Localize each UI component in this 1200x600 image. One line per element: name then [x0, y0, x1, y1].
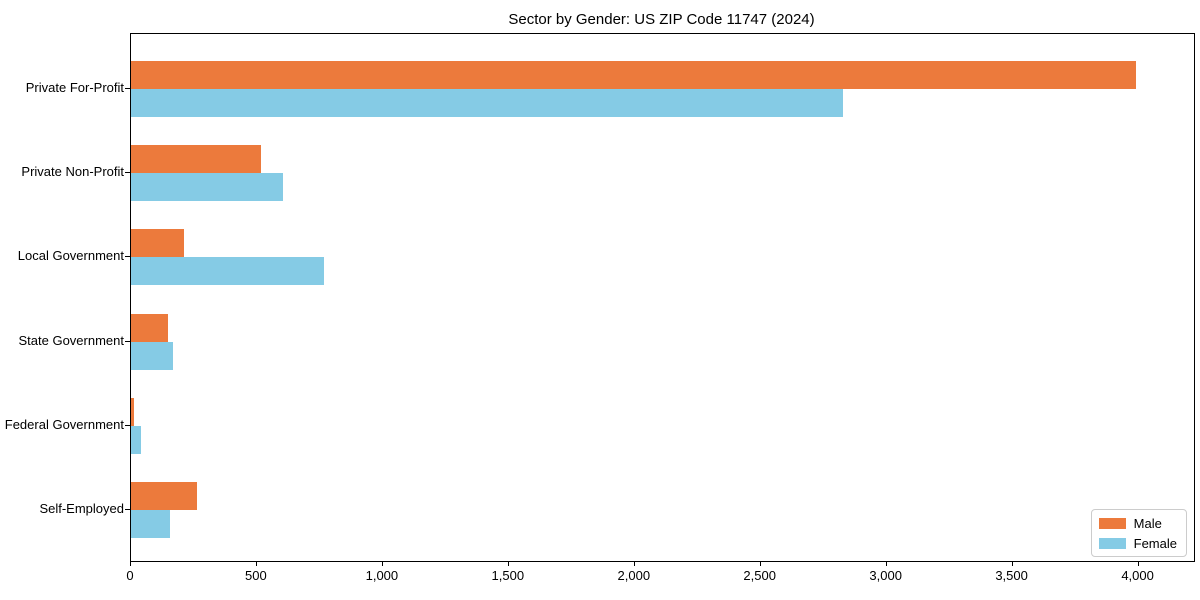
legend-label-female: Female [1133, 535, 1177, 551]
y-tick-mark-private-for-profit [125, 88, 130, 89]
x-tick-label-3-500: 3,500 [995, 568, 1028, 583]
x-tick-mark-500 [255, 561, 257, 566]
bar-female-local-government [131, 257, 324, 286]
y-tick-label-federal-government: Federal Government [4, 416, 124, 432]
y-tick-mark-federal-government [125, 424, 130, 426]
y-tick-label-private-for-profit: Private For-Profit [25, 80, 124, 95]
bar-male-private-for-profit [131, 61, 1137, 89]
x-tick-label-0: 0 [126, 568, 134, 583]
bar-female-self-employed [131, 510, 170, 538]
chart-title: Sector by Gender: US ZIP Code 11747 (202… [508, 11, 815, 28]
y-tick-label-self-employed: Self-Employed [39, 501, 124, 516]
x-tick-label-2-000: 2,000 [617, 568, 651, 583]
y-tick-label-private-non-profit: Private Non-Profit [21, 164, 124, 180]
bar-male-self-employed [131, 482, 197, 510]
x-tick-label-4-000: 4,000 [1121, 568, 1154, 583]
bar-female-private-for-profit [131, 89, 843, 117]
plot-area: Male Female [130, 33, 1195, 562]
y-tick-mark-state-government [125, 340, 130, 342]
legend-entry-male: Male [1098, 515, 1177, 531]
y-tick-mark-local-government [125, 256, 130, 258]
bar-male-state-government [131, 313, 168, 342]
x-tick-mark-4-000 [1137, 561, 1139, 566]
y-tick-mark-self-employed [125, 509, 130, 510]
legend-entry-female: Female [1098, 535, 1177, 551]
bar-male-federal-government [131, 397, 134, 426]
x-tick-label-1-500: 1,500 [491, 568, 525, 583]
bar-male-local-government [131, 229, 184, 258]
x-tick-label-3-000: 3,000 [869, 568, 902, 583]
x-tick-label-1-000: 1,000 [365, 568, 399, 583]
y-tick-label-state-government: State Government [18, 332, 125, 348]
y-tick-mark-private-non-profit [125, 172, 130, 174]
y-tick-label-local-government: Local Government [17, 248, 124, 264]
legend-swatch-female [1098, 537, 1126, 549]
x-tick-mark-2-500 [759, 561, 761, 566]
legend: Male Female [1090, 509, 1187, 557]
x-tick-mark-2-000 [633, 561, 635, 566]
bar-female-state-government [131, 341, 173, 370]
x-tick-mark-0 [130, 561, 131, 566]
bar-female-private-non-profit [131, 173, 284, 202]
x-tick-mark-3-500 [1011, 561, 1013, 566]
x-tick-label-2-500: 2,500 [743, 568, 776, 583]
legend-swatch-male [1098, 517, 1126, 529]
x-tick-mark-1-500 [507, 561, 509, 566]
bar-female-federal-government [131, 425, 141, 454]
x-tick-mark-3-000 [885, 561, 887, 566]
x-tick-label-500: 500 [245, 568, 267, 583]
legend-label-male: Male [1133, 515, 1162, 531]
x-tick-mark-1-000 [381, 561, 383, 566]
bar-male-private-non-profit [131, 145, 261, 174]
